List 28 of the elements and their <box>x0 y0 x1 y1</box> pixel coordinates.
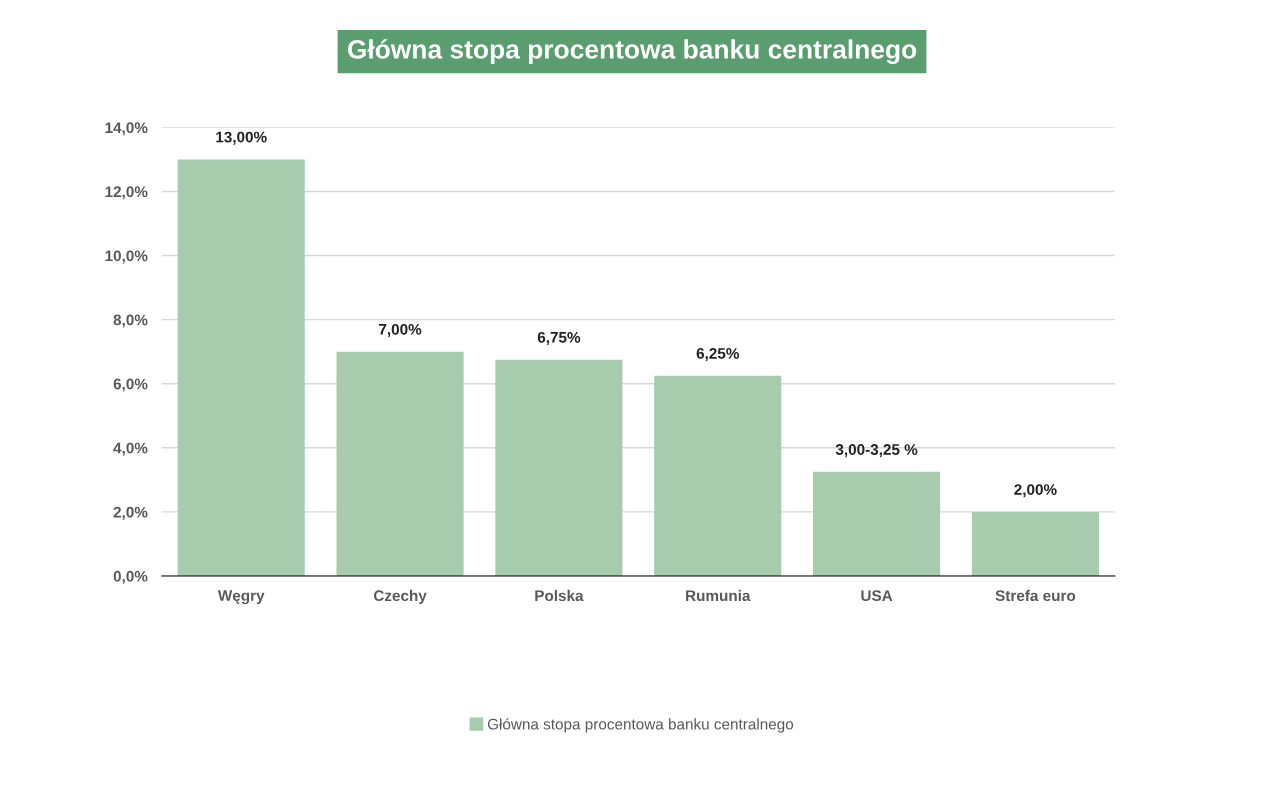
chart-title: Główna stopa procentowa banku centralnego <box>347 39 917 65</box>
y-tick-label: 8,0% <box>113 314 148 328</box>
x-tick-label: USA <box>861 590 893 602</box>
x-tick-label: Czechy <box>373 589 427 605</box>
y-tick-label: 4,0% <box>113 442 148 456</box>
annotation: 3,00-3,25 % <box>835 444 918 458</box>
data-label: 7,00% <box>379 323 422 337</box>
data-label: 13,00% <box>216 131 267 145</box>
x-tick-label: Rumunia <box>686 589 751 602</box>
bar <box>813 471 941 576</box>
y-tick-label: 0,0% <box>113 570 148 584</box>
x-tick-label: Polska <box>535 589 584 602</box>
x-tick-label: Węgry <box>217 590 265 605</box>
y-tick-label: 6,0% <box>113 378 148 392</box>
data-label: 6,75% <box>537 331 581 345</box>
data-label: 2,00% <box>1014 484 1057 498</box>
data-label: 6,25% <box>696 347 739 361</box>
y-tick-label: 12,0% <box>105 186 148 200</box>
bar <box>654 375 782 576</box>
bar <box>336 351 464 576</box>
legend-label: Główna stopa procentowa banku centralnego <box>487 718 794 733</box>
bar <box>177 159 305 576</box>
y-tick-label: 2,0% <box>113 506 148 520</box>
y-tick-label: 14,0% <box>105 122 148 136</box>
bar <box>971 511 1099 576</box>
y-tick-label: 10,0% <box>105 250 148 264</box>
x-tick-label: Strefa euro <box>995 589 1076 602</box>
bar <box>495 359 623 576</box>
